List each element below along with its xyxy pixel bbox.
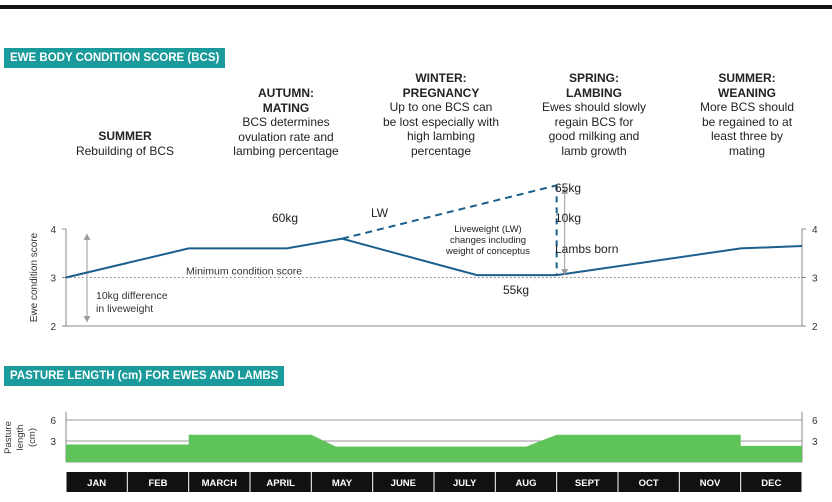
month-cell: [127, 472, 189, 492]
month-cell: [66, 472, 127, 492]
season-desc: Up to one BCS can be lost especially wit…: [382, 100, 500, 158]
diff-label-line1: 10kg difference: [96, 290, 168, 302]
lw-note-line2: changes including: [450, 235, 526, 246]
month-label-july: JULY: [453, 478, 477, 489]
season-title: SPRING: LAMBING: [566, 71, 622, 100]
y-tick-label-right: 2: [812, 322, 818, 333]
month-cell: [557, 472, 618, 492]
month-label-sept: SEPT: [575, 478, 600, 489]
season-summer: SUMMER Rebuilding of BCS: [60, 129, 190, 158]
season-spring: SPRING: LAMBING Ewes should slowly regai…: [533, 71, 655, 158]
label-lambs-born: Lambs born: [555, 242, 618, 256]
season-autumn: AUTUMN: MATING BCS determines ovulation …: [222, 86, 350, 159]
lambing-arrow-head-down: [561, 269, 569, 276]
y-tick-label-left: 2: [50, 322, 56, 333]
month-cell: [741, 472, 802, 492]
label-55kg: 55kg: [503, 283, 529, 297]
label-10kg: 10kg: [555, 211, 581, 225]
month-label-feb: FEB: [149, 478, 168, 489]
season-title: SUMMER: WEANING: [718, 71, 776, 100]
lambing-arrow-head-up: [561, 187, 569, 194]
diff-label-line2: in liveweight: [96, 303, 153, 315]
pasture-y-label-1: Pasture: [3, 421, 14, 454]
month-cell: [679, 472, 741, 492]
y-tick-label-right: 3: [812, 274, 818, 285]
season-summer-weaning: SUMMER: WEANING More BCS should be regai…: [686, 71, 808, 158]
label-65kg: 65kg: [555, 181, 581, 195]
month-label-dec: DEC: [761, 478, 781, 489]
bcs-line: [65, 237, 803, 279]
pasture-y-tick-right: 3: [812, 437, 818, 448]
top-rule: [0, 5, 832, 9]
month-cell: [495, 472, 557, 492]
month-label-march: MARCH: [202, 478, 237, 489]
label-lw: LW: [371, 206, 389, 220]
season-winter: WINTER: PREGNANCY Up to one BCS can be l…: [380, 71, 502, 158]
month-label-jan: JAN: [87, 478, 106, 489]
month-cell: [373, 472, 434, 492]
month-label-may: MAY: [332, 478, 353, 489]
month-label-nov: NOV: [700, 478, 721, 489]
season-desc: BCS determines ovulation rate and lambin…: [233, 115, 339, 158]
month-cell: [434, 472, 495, 492]
month-label-june: JUNE: [391, 478, 416, 489]
month-cell: [311, 472, 373, 492]
month-label-aug: AUG: [515, 478, 536, 489]
pasture-y-label-2: length: [15, 425, 26, 451]
lw-note-line1: Liveweight (LW): [454, 224, 521, 235]
label-60kg: 60kg: [272, 211, 298, 225]
bcs-section-title: EWE BODY CONDITION SCORE (BCS): [4, 48, 226, 68]
diff-arrow-head-down: [83, 316, 91, 323]
month-cell: [250, 472, 311, 492]
lw-note-line3: weight of conceptus: [445, 246, 530, 257]
y-tick-label-right: 4: [812, 225, 818, 236]
season-title: SUMMER: [98, 129, 152, 143]
month-label-april: APRIL: [266, 478, 295, 489]
month-cell: [618, 472, 679, 492]
liveweight-line: [341, 184, 557, 240]
y-tick-label-left: 3: [50, 274, 56, 285]
pasture-y-label-3: (cm): [27, 428, 38, 447]
min-condition-label: Minimum condition score: [186, 266, 302, 278]
pasture-y-tick-left: 3: [50, 437, 56, 448]
season-desc: More BCS should be regained to at least …: [699, 100, 795, 158]
pasture-y-tick-left: 6: [50, 416, 56, 427]
season-title: AUTUMN: MATING: [258, 86, 314, 115]
y-axis-label: Ewe condition score: [29, 232, 40, 322]
month-cell: [189, 472, 250, 492]
pasture-section-title: PASTURE LENGTH (cm) FOR EWES AND LAMBS: [4, 366, 285, 386]
pasture-y-tick-right: 6: [812, 416, 818, 427]
month-label-oct: OCT: [639, 478, 659, 489]
y-tick-label-left: 4: [50, 225, 56, 236]
pasture-area: [66, 434, 802, 462]
season-desc: Rebuilding of BCS: [75, 143, 175, 158]
season-title: WINTER: PREGNANCY: [402, 71, 480, 100]
season-desc: Ewes should slowly regain BCS for good m…: [541, 100, 647, 158]
diff-arrow-head-up: [83, 233, 91, 240]
